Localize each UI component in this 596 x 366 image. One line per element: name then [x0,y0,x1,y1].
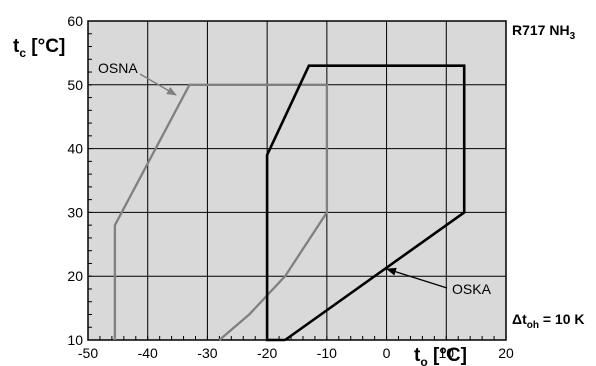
y-tick-label: 30 [67,204,83,220]
x-tick-label: -40 [138,345,158,361]
osna-annotation-arrow [139,73,177,96]
refrigerant-label: R717 NH3 [512,22,576,42]
x-axis-label: to [°C] [414,345,467,366]
x-tick-label: -20 [257,345,277,361]
gridlines [88,21,506,340]
x-tick-labels: -50 -40 -30 -20 -10 0 10 20 [78,345,514,361]
y-tick-label: 20 [67,268,83,284]
series-line-oska [265,64,466,342]
series-line-osna [113,83,329,341]
refrigerant-label-main: R717 NH [512,22,570,38]
x-tick-label: -30 [197,345,217,361]
superheat-label-rest: = 10 K [539,311,585,327]
x-axis-label-rest: [°C] [428,345,467,366]
y-tick-label: 60 [67,13,83,29]
y-tick-label: 50 [67,77,83,93]
y-tick-label: 40 [67,141,83,157]
oska-annotation: OSKA [386,267,492,297]
x-axis-label-main: t [414,345,421,366]
x-tick-label: 20 [498,345,514,361]
x-tick-label: 10 [438,345,454,361]
y-axis-label: tc [°C] [13,36,65,60]
osna-annotation-label: OSNA [98,60,138,76]
osna-annotation: OSNA [98,60,177,96]
superheat-label-sub: oh [527,320,539,331]
y-tick-label: 10 [67,332,83,348]
oska-annotation-arrow [386,267,448,289]
superheat-label-pre: Δt [512,311,527,327]
x-tick-label: -10 [317,345,337,361]
superheat-label: Δtoh = 10 K [512,311,584,331]
refrigerant-label-sub: 3 [570,31,576,42]
plot-area [88,21,506,340]
y-axis-label-sub: c [19,46,26,60]
x-tick-label: 0 [383,345,391,361]
y-axis-label-rest: [°C] [26,36,65,57]
x-axis-label-sub: o [420,355,427,366]
x-tick-label: -50 [78,345,98,361]
plot-frame [87,20,507,341]
y-axis-label-main: t [13,36,20,57]
series-lines [113,64,466,342]
y-tick-labels: 10 20 30 40 50 60 [67,13,83,348]
oska-annotation-label: OSKA [452,281,492,297]
